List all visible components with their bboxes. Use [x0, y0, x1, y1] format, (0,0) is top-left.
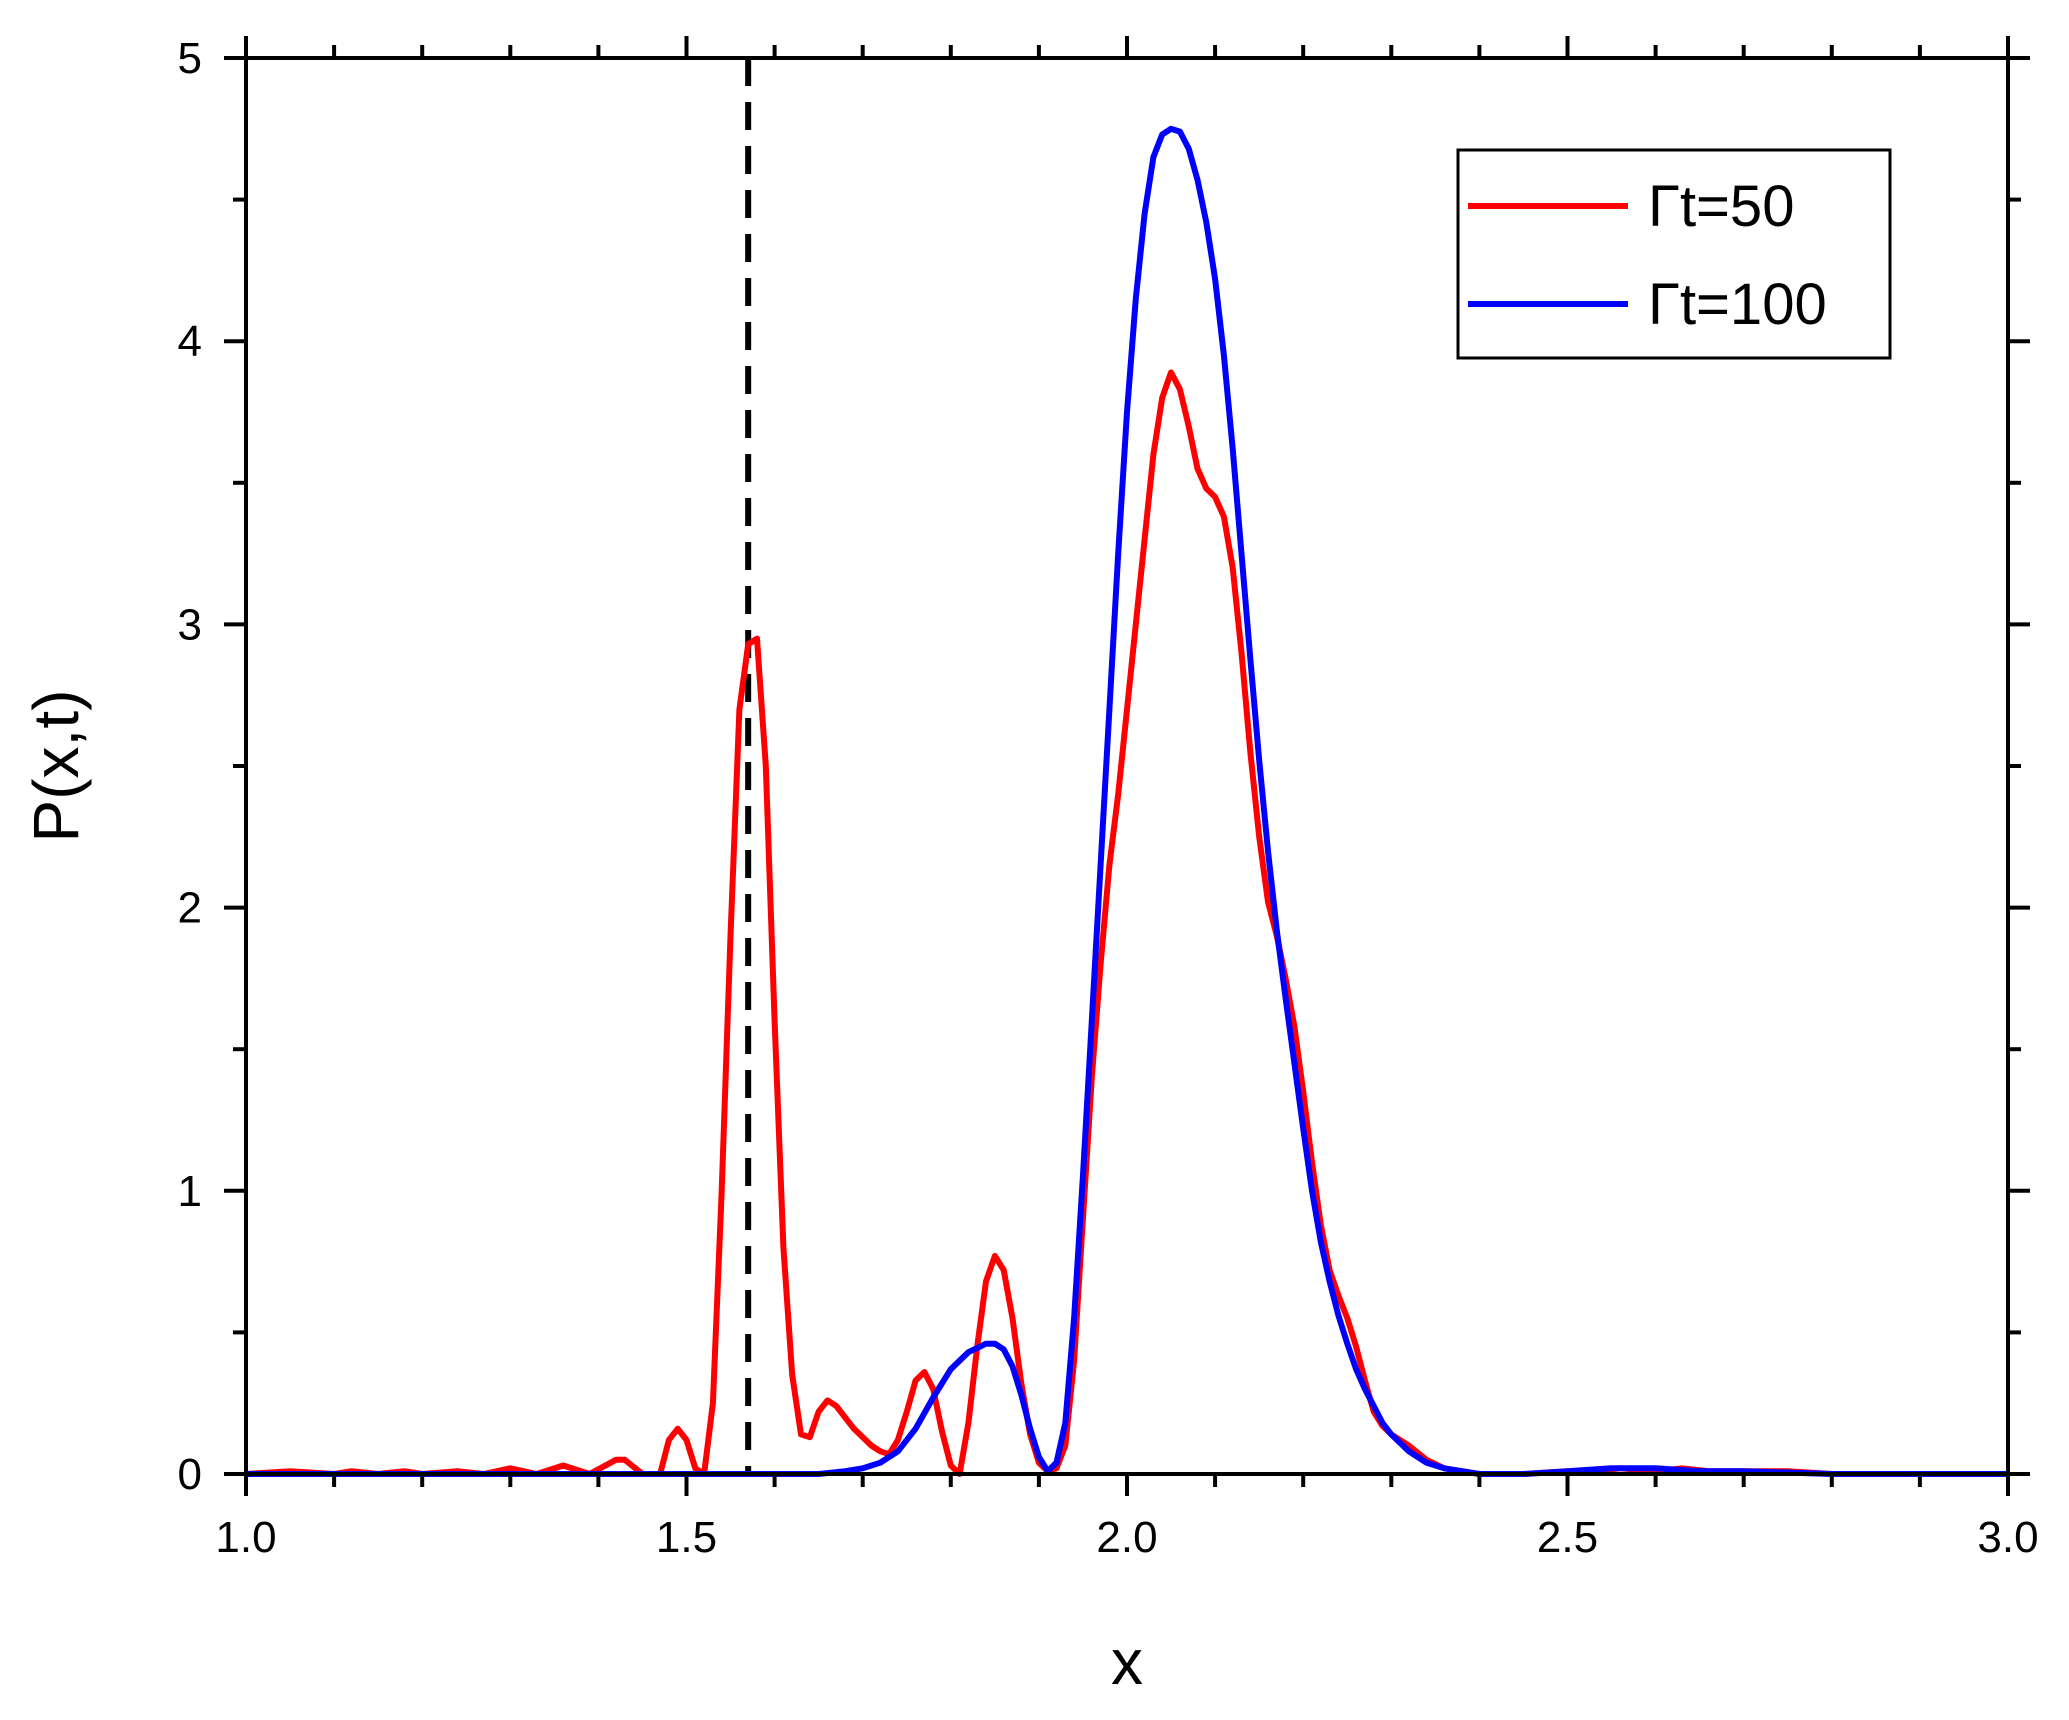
x-tick-label: 2.5 — [1537, 1513, 1598, 1562]
x-axis-title: x — [1111, 1626, 1143, 1698]
x-tick-label: 1.5 — [656, 1513, 717, 1562]
y-tick-label: 2 — [178, 884, 202, 933]
x-tick-label: 3.0 — [1977, 1513, 2038, 1562]
x-tick-label: 2.0 — [1096, 1513, 1157, 1562]
y-tick-label: 4 — [178, 317, 202, 366]
legend: Γt=50 Γt=100 — [1456, 148, 1892, 360]
series-line-2 — [243, 125, 2011, 1477]
y-tick-label: 3 — [178, 600, 202, 649]
axes-layer: 1.0 1.5 2.0 2.5 3.0 0 1 2 3 4 5 — [178, 34, 2039, 1562]
legend-label-1: Γt=50 — [1648, 174, 1794, 239]
series-layer — [243, 125, 2011, 1477]
x-tick-label: 1.0 — [215, 1513, 276, 1562]
y-tick-label: 5 — [178, 34, 202, 83]
y-tick-label: 0 — [178, 1450, 202, 1499]
y-tick-label: 1 — [178, 1167, 202, 1216]
legend-label-2: Γt=100 — [1648, 272, 1827, 337]
y-axis-title: P(x,t) — [20, 690, 92, 843]
legend-box — [1456, 148, 1892, 360]
